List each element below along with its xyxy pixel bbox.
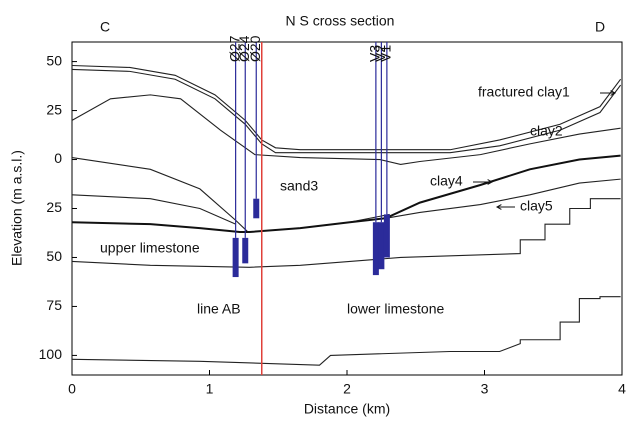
annotation: line AB <box>197 301 241 317</box>
annotation: fractured clay1 <box>478 84 570 100</box>
arrow-head <box>487 179 494 185</box>
boundary-line <box>71 194 236 225</box>
annotation: clay2 <box>530 123 563 139</box>
chart-title: N S cross section <box>286 13 395 29</box>
boundary-line <box>71 154 621 234</box>
y-tick-label: 0 <box>54 150 62 166</box>
well-screen <box>232 237 239 278</box>
well-label: V2 <box>372 45 388 62</box>
well-screen <box>378 222 385 270</box>
boundary-line <box>71 198 621 268</box>
well-screen <box>242 237 249 264</box>
x-tick-label: 2 <box>343 381 351 397</box>
well-screen <box>372 222 379 276</box>
y-tick-label: 25 <box>46 101 62 117</box>
arrow-head <box>610 90 617 96</box>
x-tick-label: 4 <box>618 381 626 397</box>
well-label: V1 <box>378 45 394 62</box>
boundary-line <box>71 64 622 151</box>
annotation: sand3 <box>280 178 318 194</box>
boundary-line <box>71 94 621 165</box>
x-tick-label: 3 <box>481 381 489 397</box>
corner-label: C <box>100 19 110 35</box>
well-screen <box>253 198 260 219</box>
annotation: clay4 <box>430 173 463 189</box>
y-tick-label: 50 <box>46 52 62 68</box>
y-tick-label: 25 <box>46 199 62 215</box>
well-label: V3 <box>367 45 383 62</box>
boundary-line <box>71 296 621 366</box>
boundary-line <box>385 178 621 219</box>
y-tick-label: 50 <box>46 248 62 264</box>
x-tick-label: 1 <box>206 381 214 397</box>
arrow-head <box>495 204 502 210</box>
well-label: Ø27 <box>226 35 242 62</box>
y-axis-label: Elevation (m a.s.l.) <box>9 150 25 266</box>
annotation: clay5 <box>520 198 553 214</box>
y-tick-label: 100 <box>39 346 63 362</box>
well-label: Ø24 <box>236 35 252 62</box>
well-screen <box>383 214 390 258</box>
x-axis-label: Distance (km) <box>304 401 390 417</box>
corner-label: D <box>595 19 605 35</box>
boundary-line <box>71 157 390 233</box>
annotation: upper limestone <box>100 240 200 256</box>
annotation: lower limestone <box>347 301 444 317</box>
x-tick-label: 0 <box>68 381 76 397</box>
well-label: Ø20 <box>247 35 263 62</box>
y-tick-label: 75 <box>46 297 62 313</box>
boundary-line <box>71 68 622 154</box>
